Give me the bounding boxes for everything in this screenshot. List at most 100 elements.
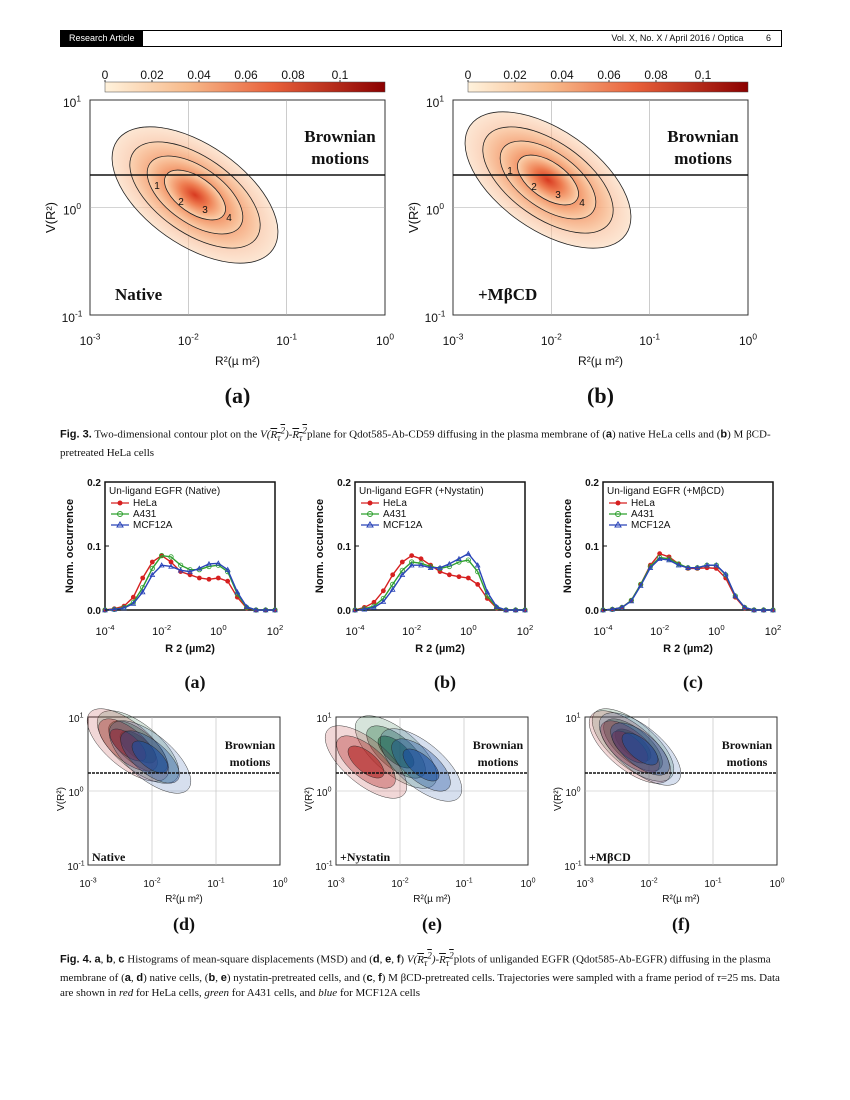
x-tick-label: 100: [272, 878, 287, 891]
x-tick-label: 10-4: [345, 623, 365, 638]
ref-c: c: [366, 971, 373, 984]
x-axis-label: R 2 (µm2): [663, 643, 713, 655]
data-point: [656, 555, 663, 561]
colorbar-tick-label: 0.1: [695, 68, 712, 82]
ref-f: f: [378, 971, 382, 984]
tau-symbol: τ: [716, 971, 721, 984]
x-axis-label: R²(µ m²): [578, 354, 623, 368]
histogram-frame: [602, 481, 774, 611]
data-point: [168, 559, 174, 565]
data-point: [409, 559, 415, 565]
data-point: [149, 565, 155, 572]
x-tick-label: 10-3: [443, 332, 464, 348]
legend-marker: [367, 500, 373, 506]
ref-e: e: [220, 971, 227, 984]
condition-label: +Nystatin: [340, 850, 391, 864]
caption-color-blue: blue: [318, 986, 338, 999]
y-tick-label: 101: [316, 713, 331, 726]
caption-text: ) native cells, (: [143, 971, 209, 984]
data-point: [522, 606, 528, 613]
data-point: [380, 588, 386, 594]
data-point: [243, 603, 250, 609]
y-tick-label: 101: [63, 94, 81, 110]
region-label: Brownian: [473, 738, 524, 752]
colorbar-tick-label: 0.1: [332, 68, 349, 82]
condition-label: Native: [92, 850, 126, 864]
y-tick-label: 10-1: [425, 309, 446, 325]
data-point: [713, 562, 720, 568]
contour-level-label: 3: [202, 205, 208, 216]
ref-d: d: [372, 953, 380, 966]
data-point: [168, 554, 174, 560]
panel-letter: (a): [225, 383, 251, 408]
legend-marker: [366, 521, 374, 528]
data-point: [371, 604, 377, 610]
data-point: [647, 564, 654, 570]
x-tick-label: 10-1: [455, 878, 472, 891]
y-tick-label: 10-1: [67, 861, 84, 874]
data-point: [475, 582, 481, 587]
data-point: [609, 606, 616, 612]
data-point: [503, 606, 509, 613]
data-point: [272, 606, 278, 613]
histogram-title: Un-ligand EGFR (+Nystatin): [359, 486, 484, 497]
contour-level-label: 3: [555, 190, 561, 201]
data-point: [666, 556, 672, 562]
data-point: [389, 586, 396, 592]
colorbar-tick-label: 0.04: [550, 68, 574, 82]
data-point: [399, 571, 406, 577]
data-point: [187, 568, 193, 574]
y-axis-label: V(R²): [304, 787, 315, 811]
y-tick-label: 10-1: [315, 861, 332, 874]
data-point: [225, 578, 231, 584]
fig3-caption-text-2: plane for Qdot585-Ab-CD59 diffusing in t…: [306, 428, 606, 441]
histogram-title: Un-ligand EGFR (Native): [109, 486, 220, 497]
data-point: [149, 571, 156, 577]
x-tick-label: 10-2: [391, 878, 408, 891]
legend-label: A431: [133, 509, 157, 520]
region-label: Brownian: [304, 127, 376, 146]
colorbar: [467, 81, 749, 93]
legend-label: A431: [631, 509, 655, 520]
legend-marker: [116, 521, 124, 528]
data-point: [371, 599, 377, 605]
data-point: [704, 562, 710, 568]
y-tick-label: 100: [565, 787, 580, 800]
x-tick-label: 100: [708, 623, 725, 638]
y-tick-label: 0.2: [87, 478, 101, 489]
data-point: [111, 606, 118, 612]
legend-label: HeLa: [383, 498, 407, 509]
x-axis-label: R²(µ m²): [215, 354, 260, 368]
data-point: [751, 606, 757, 613]
caption-text: for HeLa cells,: [133, 986, 205, 999]
colorbar-tick-label: 0.06: [234, 68, 258, 82]
fig3-caption-ref-a: a: [605, 428, 612, 441]
region-label: Brownian: [667, 127, 739, 146]
y-tick-label: 0.0: [585, 606, 599, 617]
caption-text: ): [400, 953, 407, 966]
journal-info: Vol. X, No. X / April 2016 / Optica 6: [591, 31, 771, 46]
contour-blob: [347, 745, 385, 779]
region-label: Brownian: [722, 738, 773, 752]
y-tick-label: 0.1: [585, 542, 599, 553]
data-point: [159, 552, 165, 559]
data-point: [722, 571, 729, 577]
legend-marker: [117, 511, 123, 517]
data-point: [446, 560, 453, 567]
y-tick-label: 100: [426, 201, 444, 217]
x-tick-label: 10-1: [704, 878, 721, 891]
data-point: [196, 575, 202, 581]
y-tick-label: 10-1: [62, 309, 83, 325]
x-axis-label: R²(µ m²): [165, 894, 202, 905]
data-point: [484, 589, 491, 595]
x-tick-label: 10-2: [640, 878, 657, 891]
data-point: [465, 575, 471, 581]
colorbar-tick-label: 0: [102, 68, 109, 82]
caption-text: for MCF12A cells: [337, 986, 421, 999]
caption-text: for A431 cells, and: [229, 986, 319, 999]
data-point: [675, 562, 682, 568]
data-point: [139, 589, 146, 595]
panel-letter: (f): [672, 914, 690, 935]
data-point: [224, 566, 231, 572]
colorbar-tick-label: 0.08: [644, 68, 668, 82]
